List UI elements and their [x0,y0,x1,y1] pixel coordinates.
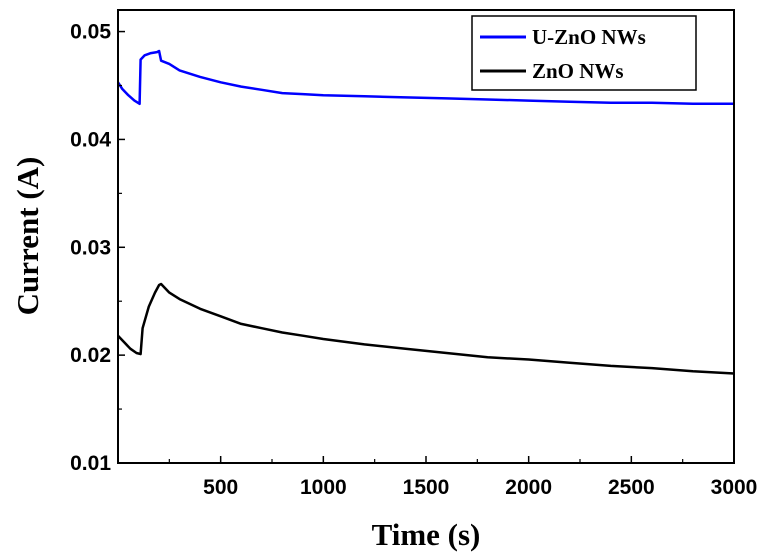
series-line-1 [117,282,735,375]
x-tick-label: 3000 [711,476,758,499]
y-tick-label: 0.01 [70,452,111,475]
x-axis-title: Time (s) [372,517,481,552]
x-tick-label: 2000 [505,476,552,499]
y-tick-label: 0.05 [70,21,111,44]
series-lines [116,49,735,375]
y-tick-label: 0.04 [70,128,111,151]
legend: U-ZnO NWs ZnO NWs [471,15,697,91]
x-tick-label: 500 [203,476,238,499]
series-line-0 [116,49,734,106]
y-axis-ticks: 0.01 0.02 0.03 0.04 0.05 [70,21,125,475]
y-axis-title: Current (A) [10,157,45,316]
x-tick-label: 1000 [300,476,347,499]
x-tick-label: 1500 [403,476,450,499]
y-tick-label: 0.03 [70,236,111,259]
x-axis-ticks: 500 1000 1500 2000 2500 3000 [168,456,758,499]
legend-label-zno: ZnO NWs [532,59,624,83]
x-tick-label: 2500 [608,476,655,499]
y-tick-label: 0.02 [70,344,111,367]
legend-box [471,15,697,91]
legend-label-u-zno: U-ZnO NWs [532,25,646,49]
